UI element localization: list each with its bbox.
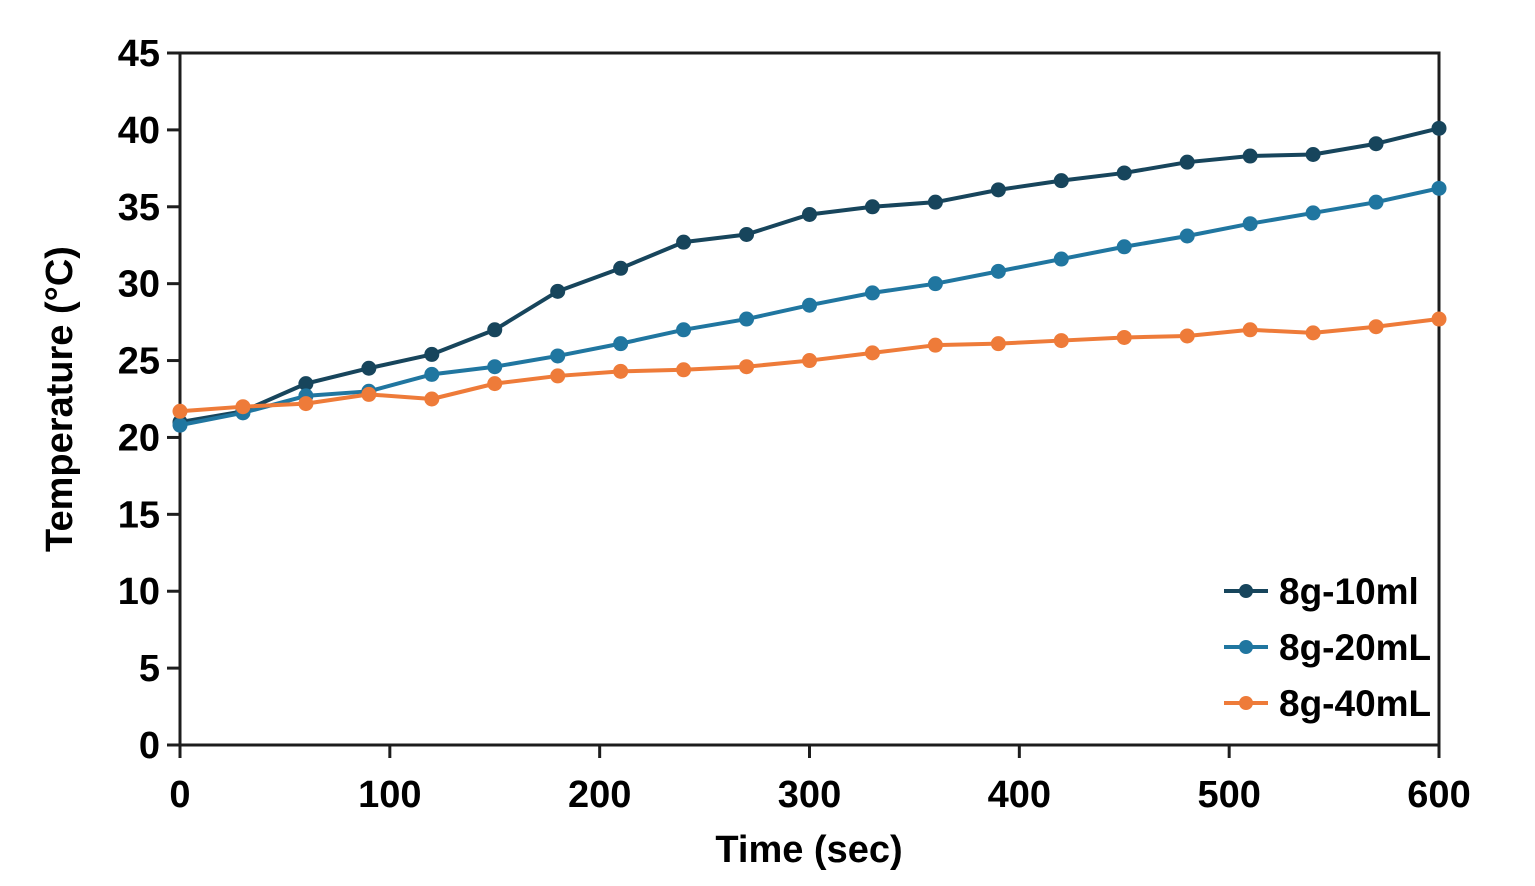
data-point-8g-40mL <box>676 362 692 378</box>
data-point-8g-20mL <box>550 348 566 364</box>
y-tick-label: 45 <box>118 33 160 75</box>
data-point-8g-10ml <box>1305 146 1321 162</box>
data-point-8g-20mL <box>1116 239 1132 255</box>
data-point-8g-20mL <box>487 359 503 375</box>
data-point-8g-20mL <box>676 322 692 338</box>
data-point-8g-40mL <box>739 359 755 375</box>
data-point-8g-20mL <box>927 276 943 292</box>
data-point-8g-40mL <box>1179 328 1195 344</box>
data-point-8g-10ml <box>1116 165 1132 181</box>
data-point-8g-40mL <box>1431 311 1447 327</box>
data-point-8g-40mL <box>864 345 880 361</box>
legend-marker-dot <box>1239 584 1253 598</box>
data-point-8g-40mL <box>990 336 1006 352</box>
data-point-8g-40mL <box>1368 319 1384 335</box>
data-point-8g-40mL <box>487 376 503 392</box>
data-point-8g-40mL <box>424 391 440 407</box>
data-point-8g-40mL <box>613 363 629 379</box>
x-tick-label: 0 <box>169 774 190 816</box>
x-tick-label: 300 <box>778 774 841 816</box>
y-tick-label: 25 <box>118 341 160 383</box>
legend-marker-dot <box>1239 640 1253 654</box>
legend-label: 8g-40mL <box>1279 683 1431 724</box>
series-line-8g-10ml <box>178 126 1441 425</box>
data-point-8g-20mL <box>739 311 755 327</box>
data-point-8g-10ml <box>361 360 377 376</box>
legend-marker-dot <box>1239 696 1253 710</box>
data-point-8g-10ml <box>298 376 314 392</box>
y-tick-label: 40 <box>118 110 160 152</box>
data-point-8g-20mL <box>1053 251 1069 267</box>
data-point-8g-20mL <box>1431 180 1447 196</box>
data-point-8g-40mL <box>550 368 566 384</box>
data-point-8g-10ml <box>424 346 440 362</box>
data-point-8g-40mL <box>1305 325 1321 341</box>
x-axis-title: Time (sec) <box>715 829 902 871</box>
data-point-8g-10ml <box>1431 120 1447 136</box>
data-point-8g-10ml <box>802 206 817 222</box>
data-point-8g-10ml <box>1242 148 1258 164</box>
legend-label: 8g-10ml <box>1279 571 1419 612</box>
data-point-8g-20mL <box>990 263 1006 279</box>
data-point-8g-40mL <box>1116 329 1132 345</box>
y-tick-label: 15 <box>118 494 160 536</box>
data-point-8g-10ml <box>990 182 1006 198</box>
data-point-8g-10ml <box>739 226 755 242</box>
data-point-8g-40mL <box>1053 333 1069 349</box>
data-point-8g-40mL <box>298 396 314 412</box>
data-point-8g-40mL <box>1242 322 1258 338</box>
y-tick-label: 0 <box>139 725 160 767</box>
data-point-8g-10ml <box>487 322 503 338</box>
legend-label: 8g-20mL <box>1279 627 1431 668</box>
data-point-8g-20mL <box>802 297 817 313</box>
data-point-8g-20mL <box>1305 205 1321 221</box>
y-tick-label: 20 <box>118 417 160 459</box>
data-point-8g-20mL <box>424 366 440 382</box>
data-point-8g-20mL <box>1242 216 1258 232</box>
data-point-8g-40mL <box>235 399 251 415</box>
x-tick-label: 400 <box>988 774 1051 816</box>
data-point-8g-20mL <box>864 285 880 301</box>
x-tick-label: 600 <box>1407 774 1470 816</box>
data-point-8g-10ml <box>1368 136 1384 152</box>
data-point-8g-20mL <box>1179 228 1195 244</box>
data-point-8g-10ml <box>676 234 692 250</box>
data-point-8g-10ml <box>1179 154 1195 170</box>
data-point-8g-10ml <box>1053 173 1069 189</box>
y-tick-label: 30 <box>118 264 160 306</box>
data-point-8g-40mL <box>172 403 188 419</box>
y-axis-title: Temperature (°C) <box>39 246 81 552</box>
y-tick-label: 5 <box>139 648 160 690</box>
y-tick-label: 10 <box>118 571 160 613</box>
y-tick-label: 35 <box>118 187 160 229</box>
data-point-8g-10ml <box>613 260 629 276</box>
data-point-8g-40mL <box>361 386 377 402</box>
data-point-8g-20mL <box>1368 194 1384 210</box>
x-tick-label: 100 <box>358 774 421 816</box>
x-tick-label: 500 <box>1197 774 1260 816</box>
data-point-8g-20mL <box>172 417 188 433</box>
plot-area: 0 5 10 15 20 25 30 35 40 45 0 100 200 300 400 500 600 8g-… <box>118 33 1471 816</box>
x-tick-label: 200 <box>568 774 631 816</box>
data-point-8g-10ml <box>550 283 566 299</box>
data-point-8g-20mL <box>613 336 629 352</box>
data-point-8g-40mL <box>802 353 817 369</box>
data-point-8g-10ml <box>927 194 943 210</box>
data-point-8g-10ml <box>864 199 880 215</box>
data-point-8g-40mL <box>927 337 943 353</box>
